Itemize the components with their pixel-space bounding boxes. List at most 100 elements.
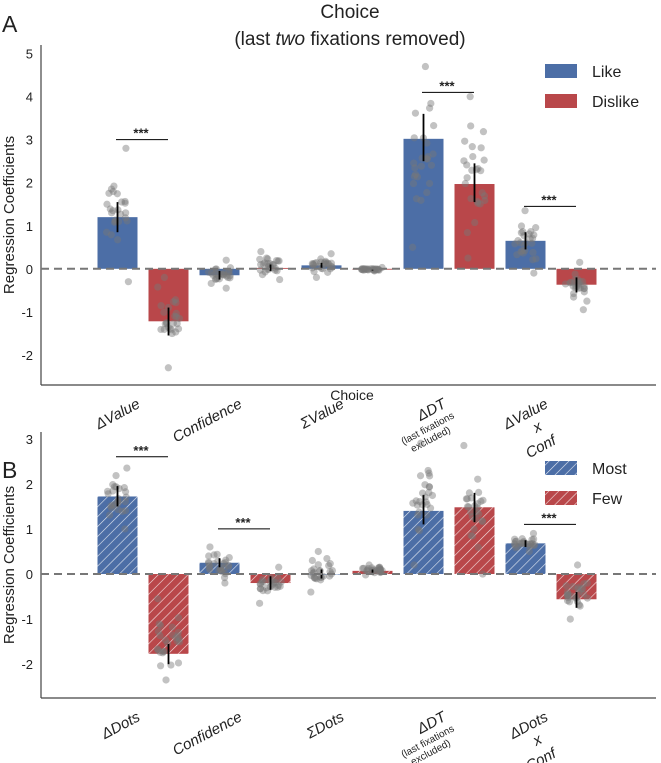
data-point bbox=[308, 556, 316, 565]
data-point bbox=[409, 499, 417, 507]
data-point bbox=[460, 441, 468, 450]
legend-label-like: Like bbox=[592, 64, 621, 81]
data-point bbox=[106, 511, 114, 519]
data-point bbox=[206, 566, 214, 574]
data-point bbox=[174, 659, 183, 667]
data-point bbox=[173, 637, 181, 645]
data-point bbox=[467, 531, 475, 540]
data-point bbox=[410, 172, 418, 180]
data-point bbox=[175, 638, 183, 646]
data-point bbox=[410, 159, 418, 167]
data-point bbox=[270, 578, 278, 586]
data-point bbox=[463, 161, 471, 169]
data-point bbox=[105, 189, 113, 197]
data-point bbox=[160, 273, 168, 282]
data-point bbox=[373, 567, 381, 575]
data-point bbox=[525, 547, 533, 556]
data-point bbox=[156, 662, 165, 670]
data-point bbox=[156, 648, 164, 656]
data-point bbox=[124, 278, 133, 286]
x-tick-label: ΣDots bbox=[303, 708, 347, 742]
data-point bbox=[362, 265, 370, 273]
data-point bbox=[123, 464, 131, 472]
data-point bbox=[424, 466, 432, 475]
data-point bbox=[167, 326, 175, 334]
data-point bbox=[580, 590, 588, 598]
significance-label: *** bbox=[235, 515, 251, 530]
data-point bbox=[528, 234, 537, 242]
data-point bbox=[360, 265, 369, 273]
data-point bbox=[104, 490, 112, 498]
data-point bbox=[477, 167, 485, 175]
data-point bbox=[421, 481, 429, 489]
data-point bbox=[222, 272, 231, 280]
data-point bbox=[214, 271, 222, 280]
data-point bbox=[413, 173, 422, 181]
data-point bbox=[169, 298, 178, 306]
data-point bbox=[225, 561, 233, 569]
data-point bbox=[477, 497, 485, 505]
data-point bbox=[122, 144, 130, 152]
data-point bbox=[215, 566, 223, 574]
data-point bbox=[263, 259, 272, 268]
data-point bbox=[222, 556, 230, 564]
data-point bbox=[575, 601, 583, 609]
data-point bbox=[172, 328, 180, 336]
legend-label-few: Few bbox=[592, 491, 623, 508]
significance-label: *** bbox=[133, 126, 149, 141]
data-point bbox=[425, 488, 433, 497]
data-point bbox=[519, 249, 527, 257]
data-point bbox=[310, 565, 318, 573]
data-point bbox=[418, 501, 426, 509]
data-point bbox=[516, 239, 524, 247]
data-point bbox=[109, 207, 117, 215]
data-point bbox=[160, 648, 168, 656]
data-point bbox=[358, 265, 366, 274]
data-point bbox=[361, 265, 370, 274]
data-point bbox=[569, 293, 578, 301]
data-point bbox=[207, 269, 216, 277]
data-point bbox=[511, 535, 519, 543]
data-point bbox=[310, 574, 318, 582]
data-point bbox=[309, 261, 317, 269]
data-point bbox=[256, 580, 265, 588]
data-point bbox=[532, 255, 540, 263]
data-point bbox=[463, 495, 471, 503]
data-point bbox=[107, 502, 115, 510]
y-tick-label: -1 bbox=[21, 612, 33, 627]
data-point bbox=[411, 164, 419, 172]
data-point bbox=[378, 566, 386, 575]
significance-label: *** bbox=[439, 78, 455, 93]
data-point bbox=[428, 491, 437, 500]
data-point bbox=[481, 196, 489, 205]
data-point bbox=[264, 255, 272, 263]
data-point bbox=[156, 631, 164, 640]
data-point bbox=[256, 255, 264, 263]
data-point bbox=[175, 314, 184, 323]
chart-a-title: Choice bbox=[320, 2, 379, 23]
data-point bbox=[156, 621, 165, 630]
data-point bbox=[512, 537, 520, 545]
data-point bbox=[271, 578, 279, 587]
data-point bbox=[478, 517, 486, 525]
data-point bbox=[311, 573, 319, 582]
data-point bbox=[255, 599, 264, 607]
data-point bbox=[513, 543, 521, 551]
data-point bbox=[261, 259, 269, 267]
x-tick-main: ΔDots bbox=[506, 708, 551, 743]
data-point bbox=[463, 503, 472, 511]
data-point bbox=[421, 62, 430, 71]
data-point bbox=[277, 578, 285, 586]
data-point bbox=[410, 134, 418, 142]
data-point bbox=[155, 620, 163, 628]
data-point bbox=[474, 199, 482, 207]
data-point bbox=[307, 588, 315, 596]
data-point bbox=[257, 261, 265, 269]
data-point bbox=[323, 554, 331, 563]
data-point bbox=[526, 542, 534, 551]
data-point bbox=[205, 268, 213, 276]
data-point bbox=[372, 266, 380, 274]
data-point bbox=[528, 536, 536, 544]
data-point bbox=[477, 144, 485, 152]
